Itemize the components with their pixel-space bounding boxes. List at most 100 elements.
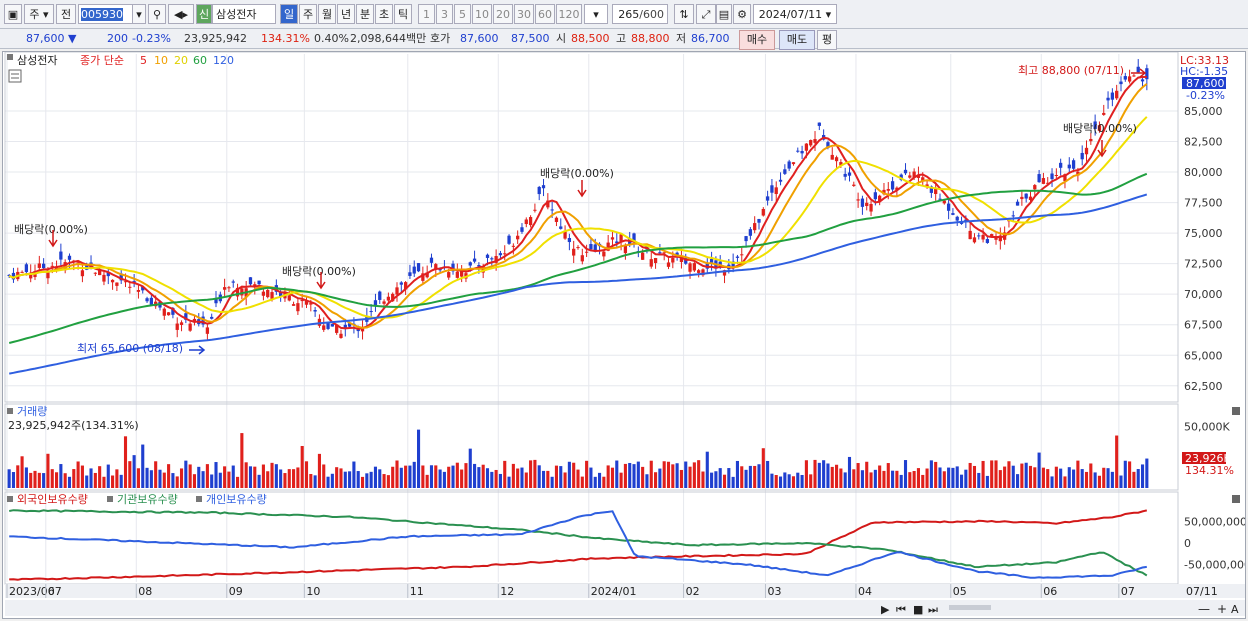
- dropdown-arrow-icon[interactable]: ▾: [132, 4, 146, 24]
- holdings-handle-icon[interactable]: [7, 496, 13, 502]
- scroll-thumb[interactable]: [949, 605, 991, 610]
- close-holdings-icon[interactable]: [1232, 495, 1240, 503]
- stop-icon[interactable]: ■: [913, 603, 923, 616]
- volume-bar: [1076, 460, 1080, 488]
- period-week-button[interactable]: 주: [299, 4, 317, 24]
- trade-amount: 2,098,644백만: [350, 32, 427, 45]
- volume-bar: [115, 469, 119, 488]
- zoom-in-icon[interactable]: +: [1217, 602, 1227, 616]
- volume-last-tag: [1182, 452, 1226, 464]
- candle-body: [201, 316, 205, 325]
- font-size-icon[interactable]: A: [1231, 603, 1239, 616]
- layout-icon[interactable]: ▣: [4, 4, 22, 24]
- candle-body: [1127, 76, 1132, 82]
- volume-bar: [675, 463, 679, 488]
- candle-body: [1106, 97, 1110, 101]
- volume-bar: [524, 472, 528, 488]
- scroll-bar[interactable]: [5, 600, 1245, 616]
- volume-bar: [985, 475, 989, 488]
- minute-10-button[interactable]: 10: [472, 4, 492, 24]
- buy-button[interactable]: 매수: [739, 30, 775, 50]
- minute-120-button[interactable]: 120: [556, 4, 582, 24]
- gear-icon[interactable]: ⚙: [733, 4, 751, 24]
- count-field[interactable]: 265/600: [612, 4, 668, 24]
- volume-bar: [477, 467, 481, 488]
- chart-area[interactable]: 85,000 82,500 80,000 77,500 75,000 72,500 70,0…: [2, 51, 1248, 619]
- market-select[interactable]: 주 ▾: [24, 4, 54, 24]
- volume-bar: [460, 469, 464, 488]
- volume-bar: [55, 472, 59, 488]
- period-second-button[interactable]: 초: [375, 4, 393, 24]
- period-day-button[interactable]: 일: [280, 4, 298, 24]
- scroll-start-icon[interactable]: ⏮: [896, 603, 906, 616]
- minute-1-button[interactable]: 1: [418, 4, 435, 24]
- candle-body: [641, 252, 645, 260]
- candle-body: [671, 258, 675, 263]
- average-button[interactable]: 평: [817, 30, 837, 50]
- minute-60-button[interactable]: 60: [535, 4, 555, 24]
- volume-bar: [929, 460, 933, 488]
- ma10-legend: 10: [154, 54, 168, 67]
- low-arrow: [189, 345, 206, 355]
- candle-body: [882, 189, 886, 195]
- sell-button[interactable]: 매도: [779, 30, 815, 50]
- scroll-end-icon[interactable]: ⏭: [928, 603, 938, 616]
- candle-body: [649, 259, 653, 267]
- close-volume-icon[interactable]: [1232, 407, 1240, 415]
- volume-bar: [873, 469, 877, 488]
- period-minute-button[interactable]: 분: [356, 4, 374, 24]
- candle-body: [46, 270, 50, 279]
- minute-20-button[interactable]: 20: [493, 4, 513, 24]
- period-year-button[interactable]: 년: [337, 4, 355, 24]
- volume-bar: [710, 472, 714, 488]
- volume-bar: [348, 471, 352, 488]
- x-axis-label: 11: [410, 585, 424, 598]
- ma5-legend: 5: [140, 54, 147, 67]
- volume-bar: [778, 476, 783, 488]
- candle-body: [498, 253, 503, 256]
- candle-body: [709, 258, 714, 263]
- zoom-out-icon[interactable]: —: [1198, 602, 1210, 616]
- stock-code-input[interactable]: 005930: [78, 4, 138, 24]
- volume-bar: [705, 451, 709, 488]
- minute-3-button[interactable]: 3: [436, 4, 453, 24]
- volume-bar: [895, 470, 899, 488]
- volume-handle-icon[interactable]: [7, 408, 13, 414]
- volume-bar: [85, 475, 89, 488]
- period-month-button[interactable]: 월: [318, 4, 336, 24]
- compare-icon[interactable]: ⤢: [696, 4, 716, 24]
- chart-type-icon[interactable]: ⇅: [674, 4, 694, 24]
- prev-button[interactable]: 전: [56, 4, 76, 24]
- volume-bar: [563, 472, 567, 488]
- candle-body: [572, 248, 576, 256]
- date-field[interactable]: 2024/07/11 ▾: [753, 4, 837, 24]
- candle-body: [1071, 160, 1076, 169]
- period-tick-button[interactable]: 틱: [394, 4, 412, 24]
- volume-bar: [292, 469, 296, 488]
- table-icon[interactable]: [8, 69, 22, 83]
- chart-svg[interactable]: 85,000 82,500 80,000 77,500 75,000 72,500 70,0…: [3, 51, 1248, 618]
- minute-30-button[interactable]: 30: [514, 4, 534, 24]
- candle-body: [847, 172, 852, 176]
- volume-bar: [447, 466, 451, 488]
- panel-handle-icon[interactable]: [7, 54, 13, 60]
- candle-body: [434, 264, 438, 270]
- candle-body: [735, 256, 740, 258]
- price-tick-label: 65,000: [1184, 349, 1223, 362]
- search-icon[interactable]: ⚲: [148, 4, 166, 24]
- custom-period-input[interactable]: ▾: [584, 4, 608, 24]
- volume-bar: [791, 476, 796, 488]
- candle-body: [981, 234, 985, 240]
- volume-bar: [714, 471, 718, 488]
- current-price: 87,600 ▼: [26, 32, 77, 45]
- volume-bar: [111, 475, 115, 488]
- candle-body: [718, 261, 722, 266]
- minute-5-button[interactable]: 5: [454, 4, 471, 24]
- scroll-right-icon[interactable]: ▶: [881, 603, 890, 616]
- last-price-label: 87,600: [1186, 77, 1225, 90]
- speaker-icon[interactable]: ◀▸: [168, 4, 194, 24]
- save-icon[interactable]: ▤: [716, 4, 732, 24]
- candle-body: [128, 286, 132, 288]
- candle-body: [679, 256, 684, 263]
- volume-bar: [80, 465, 84, 488]
